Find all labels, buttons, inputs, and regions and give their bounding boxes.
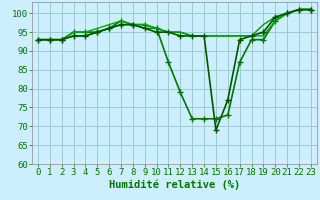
X-axis label: Humidité relative (%): Humidité relative (%) bbox=[109, 180, 240, 190]
